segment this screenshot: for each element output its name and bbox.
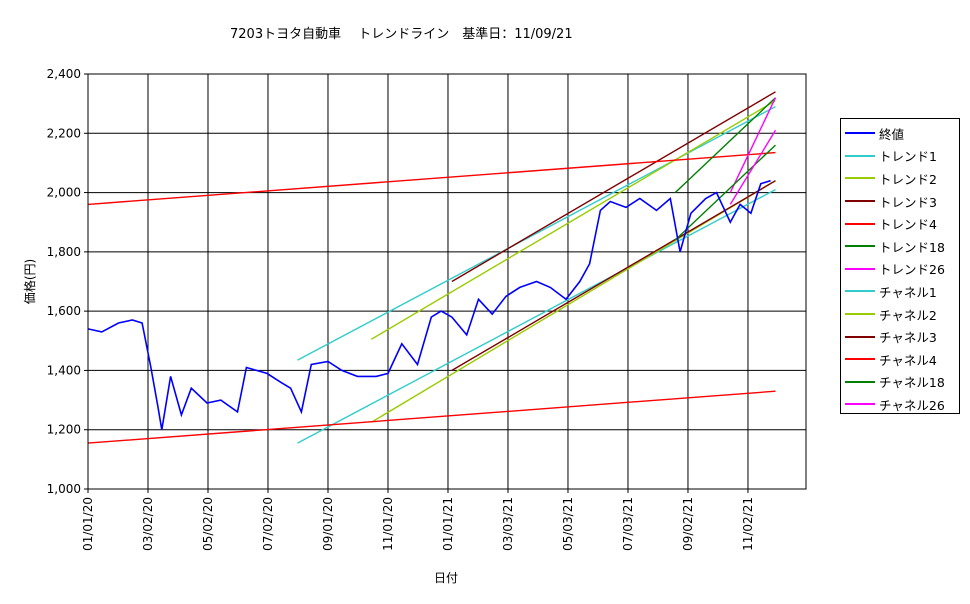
legend-label: トレンド26 [879,262,945,278]
x-tick-label: 09/02/21 [681,497,695,551]
x-tick-label: 11/01/20 [381,497,395,551]
legend-item: トレンド18 [845,235,959,258]
series-line-11 [674,144,776,241]
legend-label: トレンド4 [879,217,937,233]
series-line-4 [87,151,776,206]
series-line-6 [729,97,777,193]
x-tick-label: 03/02/20 [141,497,155,551]
y-tick-label: 1,800 [47,245,81,259]
y-tick-label: 1,600 [47,304,81,318]
legend-item: トレンド26 [845,258,959,281]
y-axis-label: 価格(円) [22,259,37,304]
legend-swatch [845,245,875,248]
series-line-9 [451,180,776,372]
legend: 終値トレンド1 トレンド2 トレンド3 トレンド4 トレンド18 トレンド26 チャネル1 チ… [840,118,960,414]
legend-item: チャネル2 [845,303,959,326]
series-line-10 [87,390,776,444]
legend-label: チャネル1 [879,284,937,300]
legend-label: トレンド2 [879,171,937,187]
legend-swatch [845,222,875,225]
legend-item: トレンド4 [845,212,959,235]
legend-item: 終値 [845,122,959,145]
x-tick-label: 01/01/21 [441,497,455,551]
legend-item: トレンド3 [845,190,959,213]
y-tick-label: 2,400 [47,67,81,81]
series-layer [87,91,777,444]
x-axis-ticks: 01/01/20 03/02/20 05/02/20 07/02/20 09/01/20… [81,489,755,551]
plot-area-frame [87,73,807,490]
legend-item: チャネル18 [845,371,959,394]
x-axis-label: 日付 [434,571,458,585]
legend-swatch [845,403,875,406]
x-tick-label: 07/02/20 [261,497,275,551]
legend-item: トレンド2 [845,167,959,190]
series-line-12 [729,129,777,205]
legend-swatch [845,335,875,338]
series-line-5 [674,97,776,194]
legend-swatch [845,358,875,361]
legend-label: チャネル2 [879,307,937,323]
legend-swatch [845,290,875,293]
x-tick-label: 01/01/20 [81,497,95,551]
series-line-0 [87,179,771,430]
y-axis-ticks: 1,000 1,200 1,400 1,600 1,800 2,000 2,200 2,400 [47,67,88,496]
legend-item: チャネル3 [845,325,959,348]
legend-item: チャネル26 [845,393,959,416]
series-line-1 [297,105,776,361]
chart-title: 7203トヨタ自動車 トレンドライン 基準日：11/09/21 [230,26,573,42]
legend-swatch [845,267,875,270]
legend-swatch [845,177,875,180]
x-tick-label: 07/03/21 [621,497,635,551]
x-tick-label: 05/02/20 [201,497,215,551]
legend-label: トレンド3 [879,194,937,210]
y-tick-label: 1,200 [47,423,81,437]
legend-label: 終値 [879,126,905,142]
legend-swatch [845,154,875,157]
legend-item: チャネル4 [845,348,959,371]
legend-label: チャネル4 [879,352,937,368]
series-line-7 [297,188,776,444]
y-tick-label: 2,000 [47,186,81,200]
legend-swatch [845,380,875,383]
y-tick-label: 1,000 [47,482,81,496]
legend-swatch [845,200,875,203]
x-tick-label: 11/02/21 [741,497,755,551]
series-line-3 [451,91,776,283]
legend-label: トレンド18 [879,239,945,255]
x-tick-label: 09/01/20 [321,497,335,551]
series-line-2 [370,100,776,340]
legend-label: トレンド1 [879,149,937,165]
legend-item: チャネル1 [845,280,959,303]
legend-label: チャネル3 [879,330,937,346]
legend-label: チャネル18 [879,375,945,391]
x-tick-label: 05/03/21 [561,497,575,551]
y-tick-label: 1,400 [47,363,81,377]
legend-label: チャネル26 [879,397,945,413]
x-tick-label: 03/03/21 [501,497,515,551]
legend-item: トレンド1 [845,145,959,168]
legend-swatch [845,313,875,316]
legend-swatch [845,132,875,135]
y-tick-label: 2,200 [47,126,81,140]
